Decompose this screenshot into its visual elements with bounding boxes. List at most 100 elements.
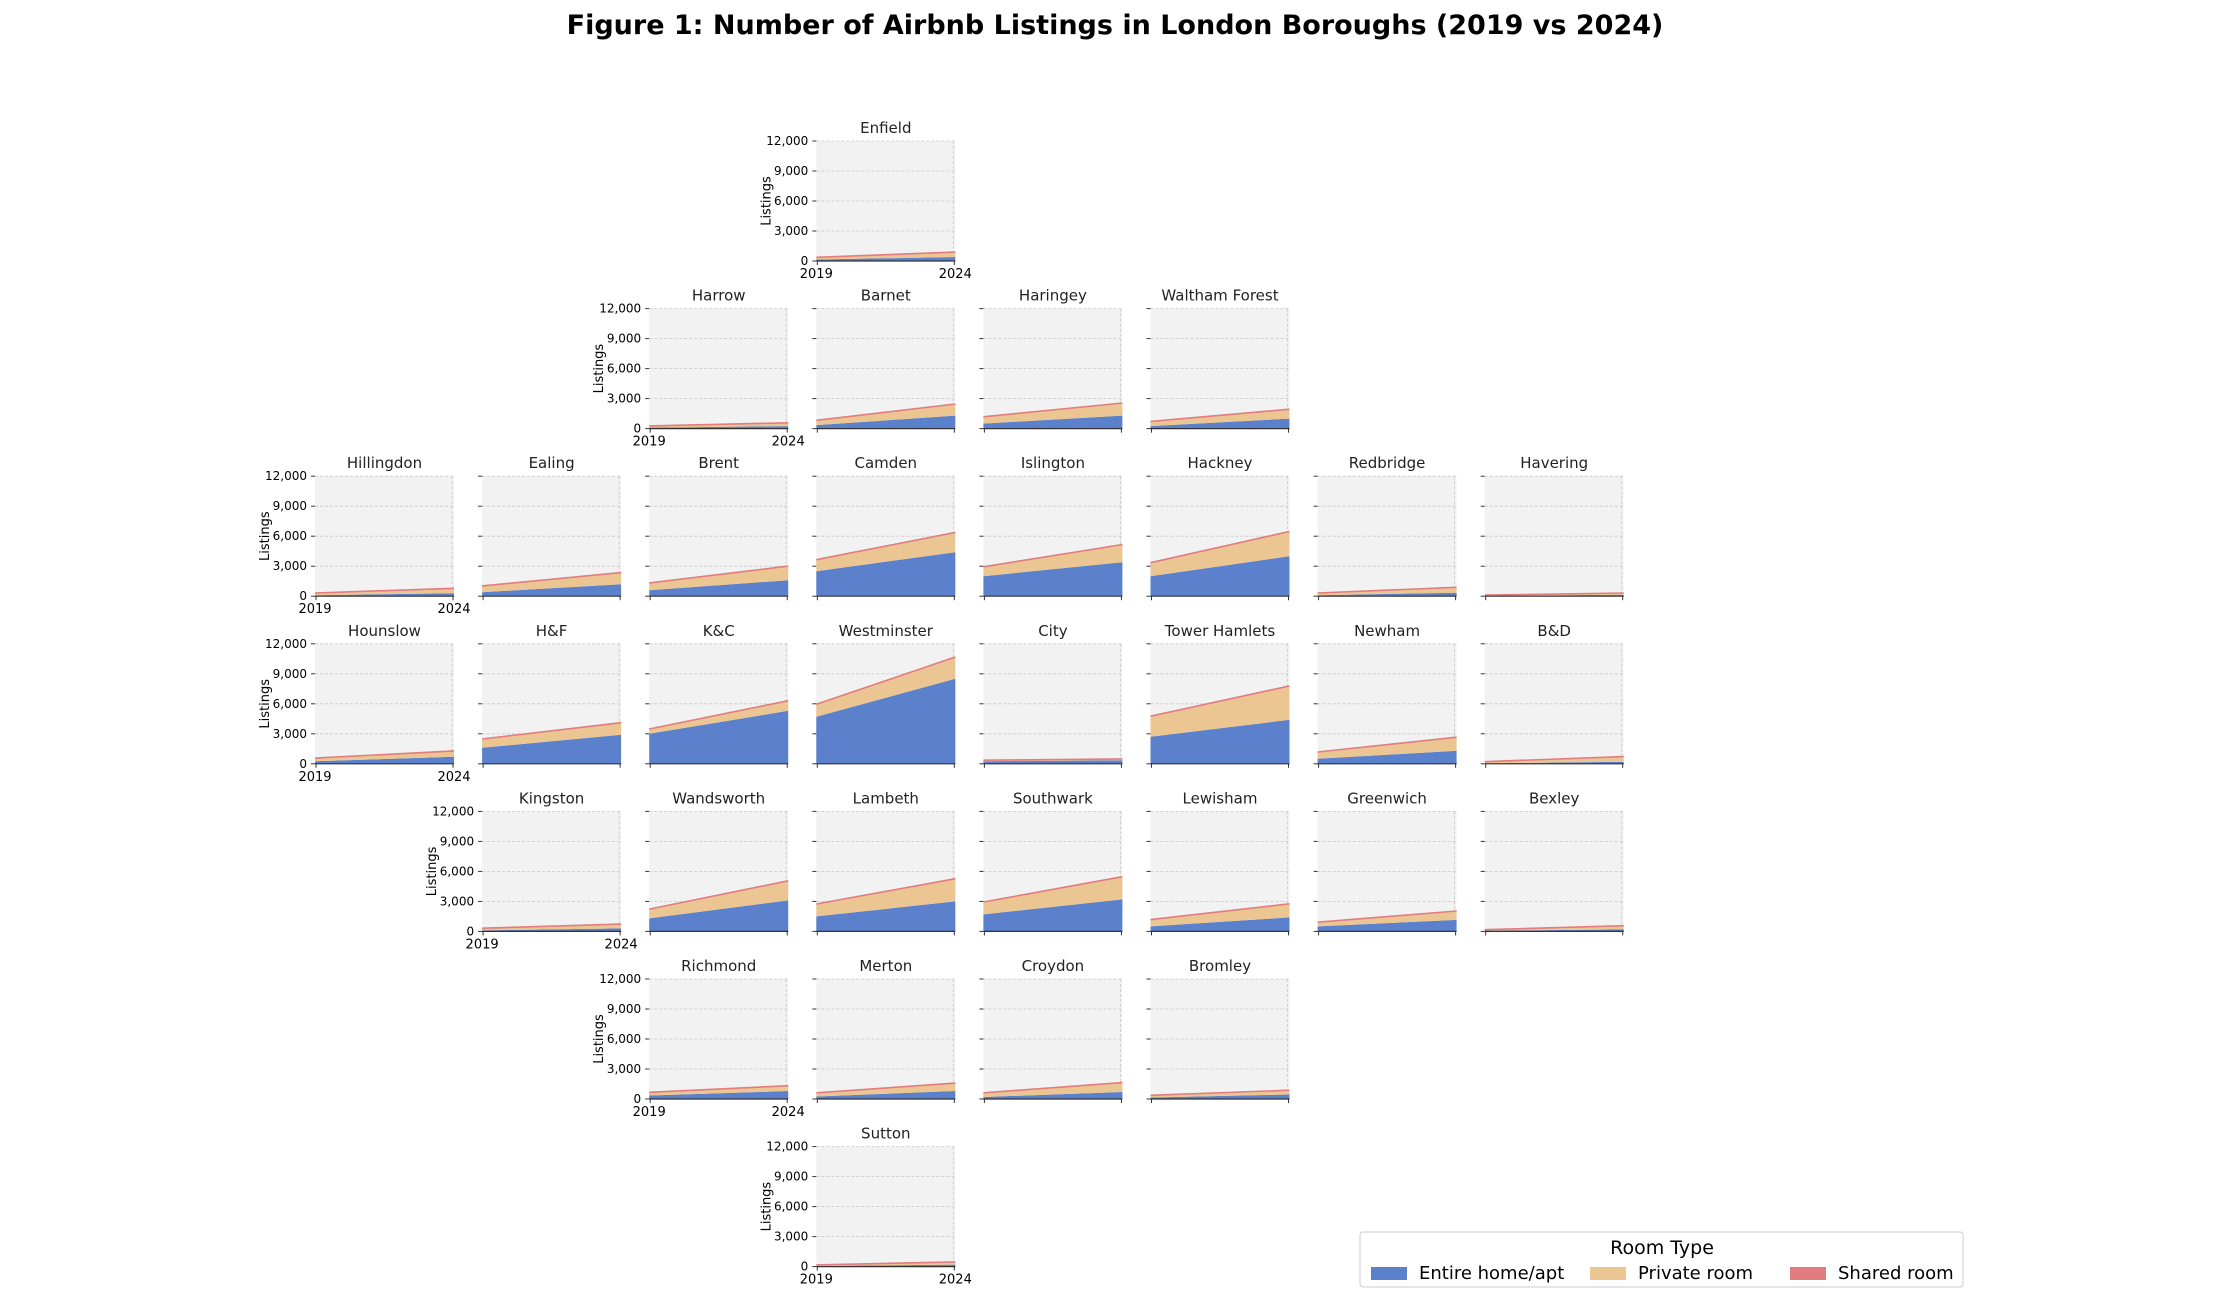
panel-title: Lewisham (1183, 789, 1258, 807)
legend-swatch (1590, 1267, 1626, 1280)
x-tick-label: 2024 (437, 602, 470, 617)
panel-enfield: Enfield 0 3,000 6,000 9,000 12,000 Listings 201… (759, 119, 972, 282)
area-entire-home-apt-waltham-forest (1150, 418, 1290, 429)
area-entire-home-apt-kingston (482, 928, 622, 932)
y-tick-label: 9,000 (607, 332, 641, 346)
panel-title: Greenwich (1347, 789, 1427, 807)
y-tick-label: 3,000 (440, 894, 474, 908)
x-tick-label: 2019 (633, 435, 666, 450)
area-top-edge (816, 1082, 956, 1094)
legend: Room Type Entire home/apt Private room Sha… (1359, 1231, 1964, 1288)
area-top-edge (983, 543, 1123, 568)
panel-haringey: Haringey (979, 287, 1123, 433)
area-entire-home-apt-tower-hamlets (1150, 719, 1290, 764)
x-tick-label: 2019 (298, 602, 331, 617)
area-private-room-handf (482, 723, 622, 748)
area-entire-home-apt-merton (816, 1091, 956, 1099)
area-entire-home-apt-hillingdon (315, 593, 454, 597)
panel-title: Bexley (1529, 789, 1580, 807)
legend-swatch (1790, 1267, 1826, 1280)
panel-harrow: Harrow 0 3,000 6,000 9,000 12,000 Listings 2019… (592, 287, 805, 450)
panel-havering: Havering (1480, 454, 1624, 601)
area-top-edge (649, 422, 789, 427)
area-private-room-tower-hamlets (1150, 686, 1290, 737)
figure-title: Figure 1: Number of Airbnb Listings in L… (567, 10, 1664, 41)
panel-title: Waltham Forest (1161, 287, 1278, 305)
area-entire-home-apt-haringey (983, 415, 1123, 429)
panel-title: Harrow (692, 287, 746, 305)
area-private-room-lewisham (1150, 904, 1290, 927)
area-entire-home-apt-westminster (816, 678, 956, 764)
x-tick-label: 2024 (772, 435, 805, 450)
panel-merton: Merton (812, 957, 956, 1103)
panel-richmond: Richmond 0 3,000 6,000 9,000 12,000 Listings 20… (592, 957, 805, 1120)
area-private-room-lambeth (816, 879, 956, 917)
area-top-edge (1150, 408, 1290, 423)
y-tick-label: 6,000 (607, 1032, 641, 1046)
area-entire-home-apt-lambeth (816, 901, 956, 932)
area-private-room-croydon (983, 1083, 1123, 1097)
y-axis-label: Listings (759, 176, 774, 226)
panel-title: Westminster (839, 622, 934, 640)
panel-title: Brent (698, 454, 739, 472)
area-private-room-enfield (816, 252, 956, 260)
legend-label: Shared room (1838, 1263, 1954, 1284)
panel-sutton: Sutton 0 3,000 6,000 9,000 12,000 Listings 2019… (759, 1125, 972, 1288)
area-private-room-southwark (983, 877, 1123, 915)
y-tick-label: 12,000 (599, 972, 641, 986)
panel-bexley: Bexley (1480, 789, 1624, 936)
x-tick-label: 2019 (466, 937, 499, 952)
area-top-edge (1317, 736, 1457, 753)
area-top-edge (649, 699, 789, 730)
panel-title: Merton (859, 957, 912, 975)
panel-title: B&D (1537, 622, 1571, 640)
area-top-edge (649, 1084, 789, 1094)
area-private-room-newham (1317, 737, 1457, 759)
area-private-room-haringey (983, 403, 1123, 424)
area-entire-home-apt-ealing (482, 584, 622, 597)
panel-title: Camden (855, 454, 918, 472)
panel-title: Tower Hamlets (1164, 622, 1276, 640)
x-tick-label: 2019 (800, 1273, 833, 1288)
panel-westminster: Westminster (812, 622, 956, 768)
y-tick-label: 9,000 (774, 1170, 808, 1184)
small-multiples-grid: Enfield 0 3,000 6,000 9,000 12,000 Listings 201… (258, 119, 1624, 1288)
panel-title: Redbridge (1349, 454, 1426, 472)
y-axis-label: Listings (592, 344, 607, 394)
y-tick-label: 3,000 (273, 727, 307, 741)
area-entire-home-apt-redbridge (1317, 592, 1457, 597)
panel-newham: Newham (1313, 622, 1457, 768)
area-top-edge (482, 923, 622, 929)
panel-title: Havering (1520, 454, 1588, 472)
panel-barnet: Barnet (812, 287, 956, 433)
panel-city: City (979, 622, 1123, 768)
area-private-room-hackney (1150, 532, 1290, 577)
area-top-edge (816, 531, 956, 561)
area-private-room-brent (649, 566, 789, 591)
area-entire-home-apt-wandsworth (649, 900, 789, 932)
area-entire-home-apt-camden (816, 552, 956, 597)
y-axis-label: Listings (759, 1182, 774, 1232)
y-tick-label: 6,000 (440, 864, 474, 878)
area-entire-home-apt-hounslow (315, 756, 454, 764)
area-private-room-richmond (649, 1086, 789, 1096)
area-top-edge (1317, 586, 1457, 594)
legend-entry-entire-home-apt: Entire home/apt (1371, 1263, 1564, 1284)
x-tick-label: 2024 (772, 1105, 805, 1120)
panel-lewisham: Lewisham (1146, 789, 1290, 936)
y-tick-label: 3,000 (273, 559, 307, 573)
area-top-edge (1484, 755, 1624, 763)
x-tick-label: 2024 (437, 770, 470, 785)
panel-camden: Camden (812, 454, 956, 601)
panel-title: Barnet (861, 287, 911, 305)
area-top-edge (816, 877, 956, 905)
area-top-edge (1484, 924, 1624, 931)
area-top-edge (649, 880, 789, 910)
panel-title: Kingston (519, 789, 584, 807)
x-tick-label: 2024 (939, 1273, 972, 1288)
area-entire-home-apt-brent (649, 580, 789, 597)
area-private-room-camden (816, 533, 956, 572)
y-tick-label: 3,000 (774, 224, 808, 238)
area-top-edge (816, 403, 956, 422)
